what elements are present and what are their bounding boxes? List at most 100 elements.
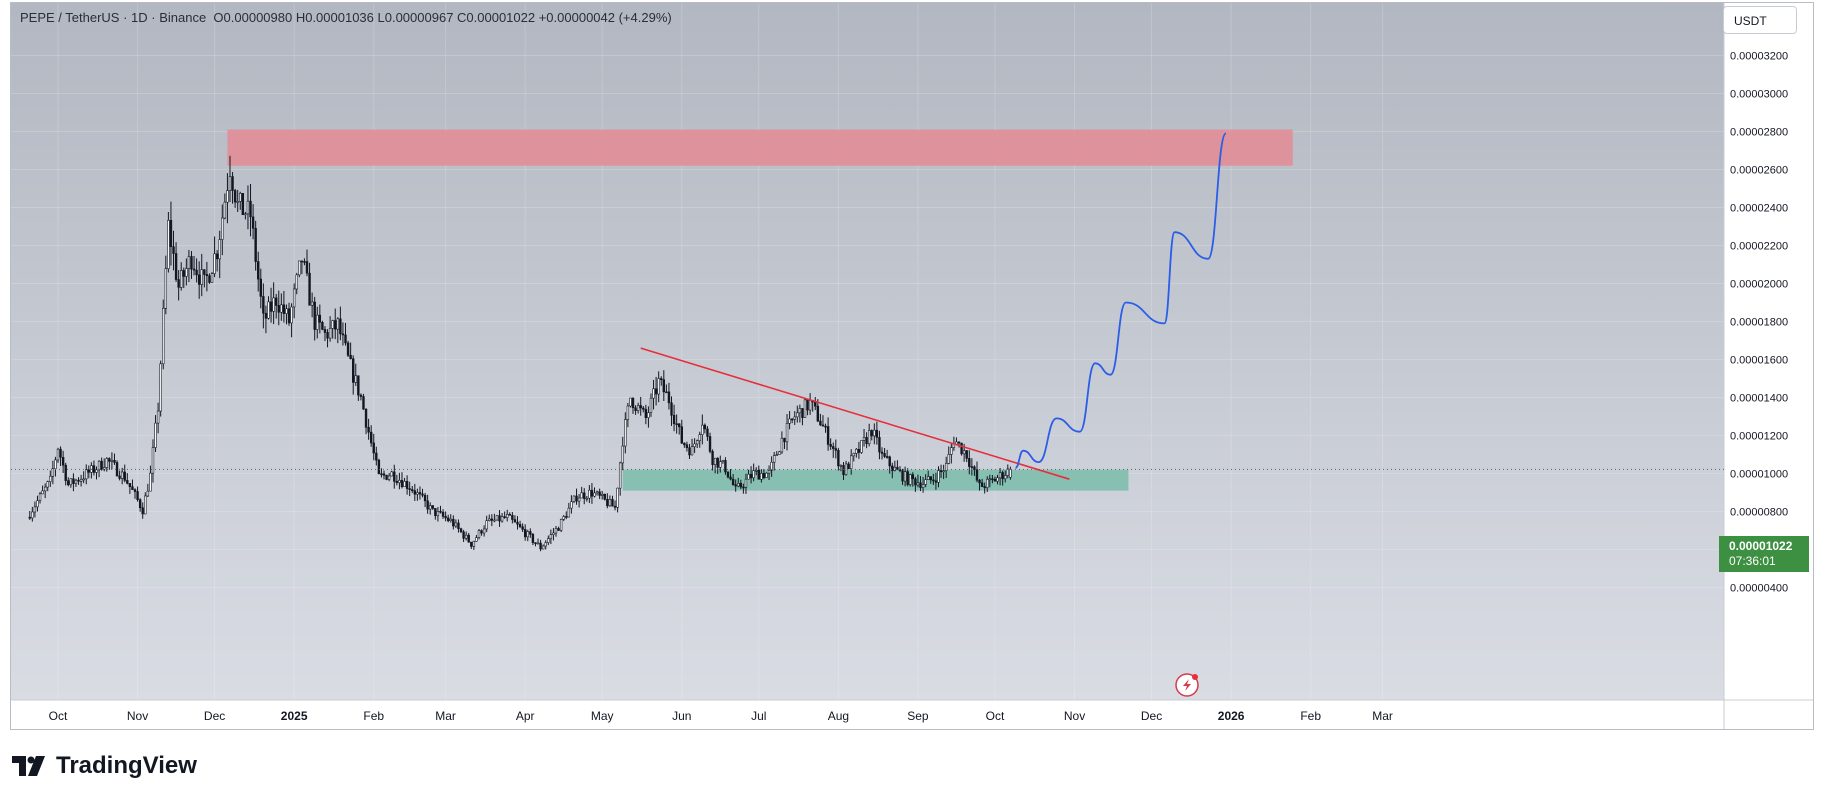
candle-body [95, 469, 98, 473]
candle [654, 376, 658, 406]
x-tick-label: 2025 [281, 709, 308, 723]
candle-body [998, 472, 1002, 479]
x-tick-label: Oct [49, 709, 68, 723]
candle-body [292, 288, 296, 308]
candle-body [344, 334, 347, 344]
candle-body [185, 268, 188, 277]
candle-body [97, 460, 101, 471]
time-scale[interactable] [11, 700, 1724, 729]
candle [446, 514, 450, 523]
candle-body [601, 493, 604, 496]
candle-body [513, 519, 517, 523]
candle-body [377, 459, 381, 475]
candle [151, 439, 155, 483]
candle [911, 472, 915, 487]
candle [947, 446, 950, 465]
candle-body [577, 497, 581, 502]
candle-body [349, 354, 352, 360]
tradingview-logo[interactable]: TradingView [12, 752, 197, 780]
candle-body [724, 460, 727, 473]
candle [464, 531, 468, 541]
candle-body [1009, 469, 1012, 478]
candle [254, 220, 257, 271]
candle [169, 201, 173, 266]
y-tick-label: 0.00002800 [1730, 127, 1788, 139]
candle-body [298, 260, 301, 276]
last-price-label: 0.00001022 07:36:01 [1719, 536, 1809, 572]
candle-body [480, 530, 483, 534]
symbol-legend[interactable]: PEPE / TetherUS · 1D · Binance O0.000009… [20, 10, 672, 25]
candle-body [962, 450, 966, 455]
symbol-name[interactable]: PEPE / TetherUS · 1D · Binance [20, 10, 207, 25]
candle-body [454, 522, 458, 527]
candle [472, 540, 476, 550]
candle [185, 258, 188, 286]
x-tick-label: Dec [1141, 709, 1162, 723]
candle [647, 406, 650, 428]
candle [64, 462, 67, 486]
candle [780, 431, 784, 454]
candle [359, 393, 363, 401]
candle-body [921, 484, 925, 488]
candle [46, 480, 49, 492]
candle-body [675, 423, 678, 426]
candle-body [213, 253, 216, 274]
candle [585, 495, 589, 502]
candle-body [757, 469, 760, 480]
candle [529, 528, 532, 538]
candle [708, 432, 712, 454]
candle-body [352, 358, 355, 383]
candle [200, 253, 203, 297]
candle-body [929, 476, 932, 481]
candle [482, 525, 486, 537]
candle-body [888, 456, 891, 467]
candle [349, 342, 352, 360]
candle [850, 449, 853, 475]
candle-body [685, 444, 689, 449]
candle [829, 438, 832, 450]
candle [436, 507, 440, 522]
currency-button[interactable]: USDT [1723, 6, 1797, 34]
candle [426, 494, 429, 514]
candle [431, 505, 434, 510]
candle-body [647, 412, 650, 418]
flash-icon[interactable] [1175, 673, 1199, 697]
candle-body [390, 471, 393, 477]
candle [613, 500, 617, 511]
candle-body [251, 216, 255, 229]
candle-body [618, 462, 622, 489]
candle [362, 393, 365, 410]
candle [180, 262, 183, 291]
candle [144, 492, 147, 515]
candle [277, 290, 280, 326]
candle-body [580, 492, 583, 499]
plot-area[interactable] [11, 3, 1724, 700]
candle [249, 183, 252, 237]
candle [439, 505, 442, 514]
candle [323, 326, 327, 342]
candle [688, 443, 691, 459]
candle [916, 474, 920, 488]
candle-body [38, 493, 42, 502]
candle-body [323, 329, 327, 333]
candle [980, 478, 984, 487]
candle-body [408, 488, 411, 490]
candle-body [72, 478, 75, 484]
candle-body [932, 479, 935, 482]
candle-body [554, 528, 558, 534]
candle [690, 438, 694, 456]
candle [208, 273, 211, 284]
candle-body [634, 407, 637, 411]
candle-body [847, 463, 850, 470]
candle [606, 493, 609, 509]
candle-body [488, 518, 491, 521]
trendline [640, 347, 1070, 480]
candle [839, 464, 843, 472]
candle-body [1001, 472, 1004, 480]
candle [693, 438, 696, 453]
price-scale[interactable] [1724, 3, 1813, 700]
candle [31, 506, 34, 522]
candle-body [742, 486, 745, 489]
candle-body [798, 408, 802, 414]
